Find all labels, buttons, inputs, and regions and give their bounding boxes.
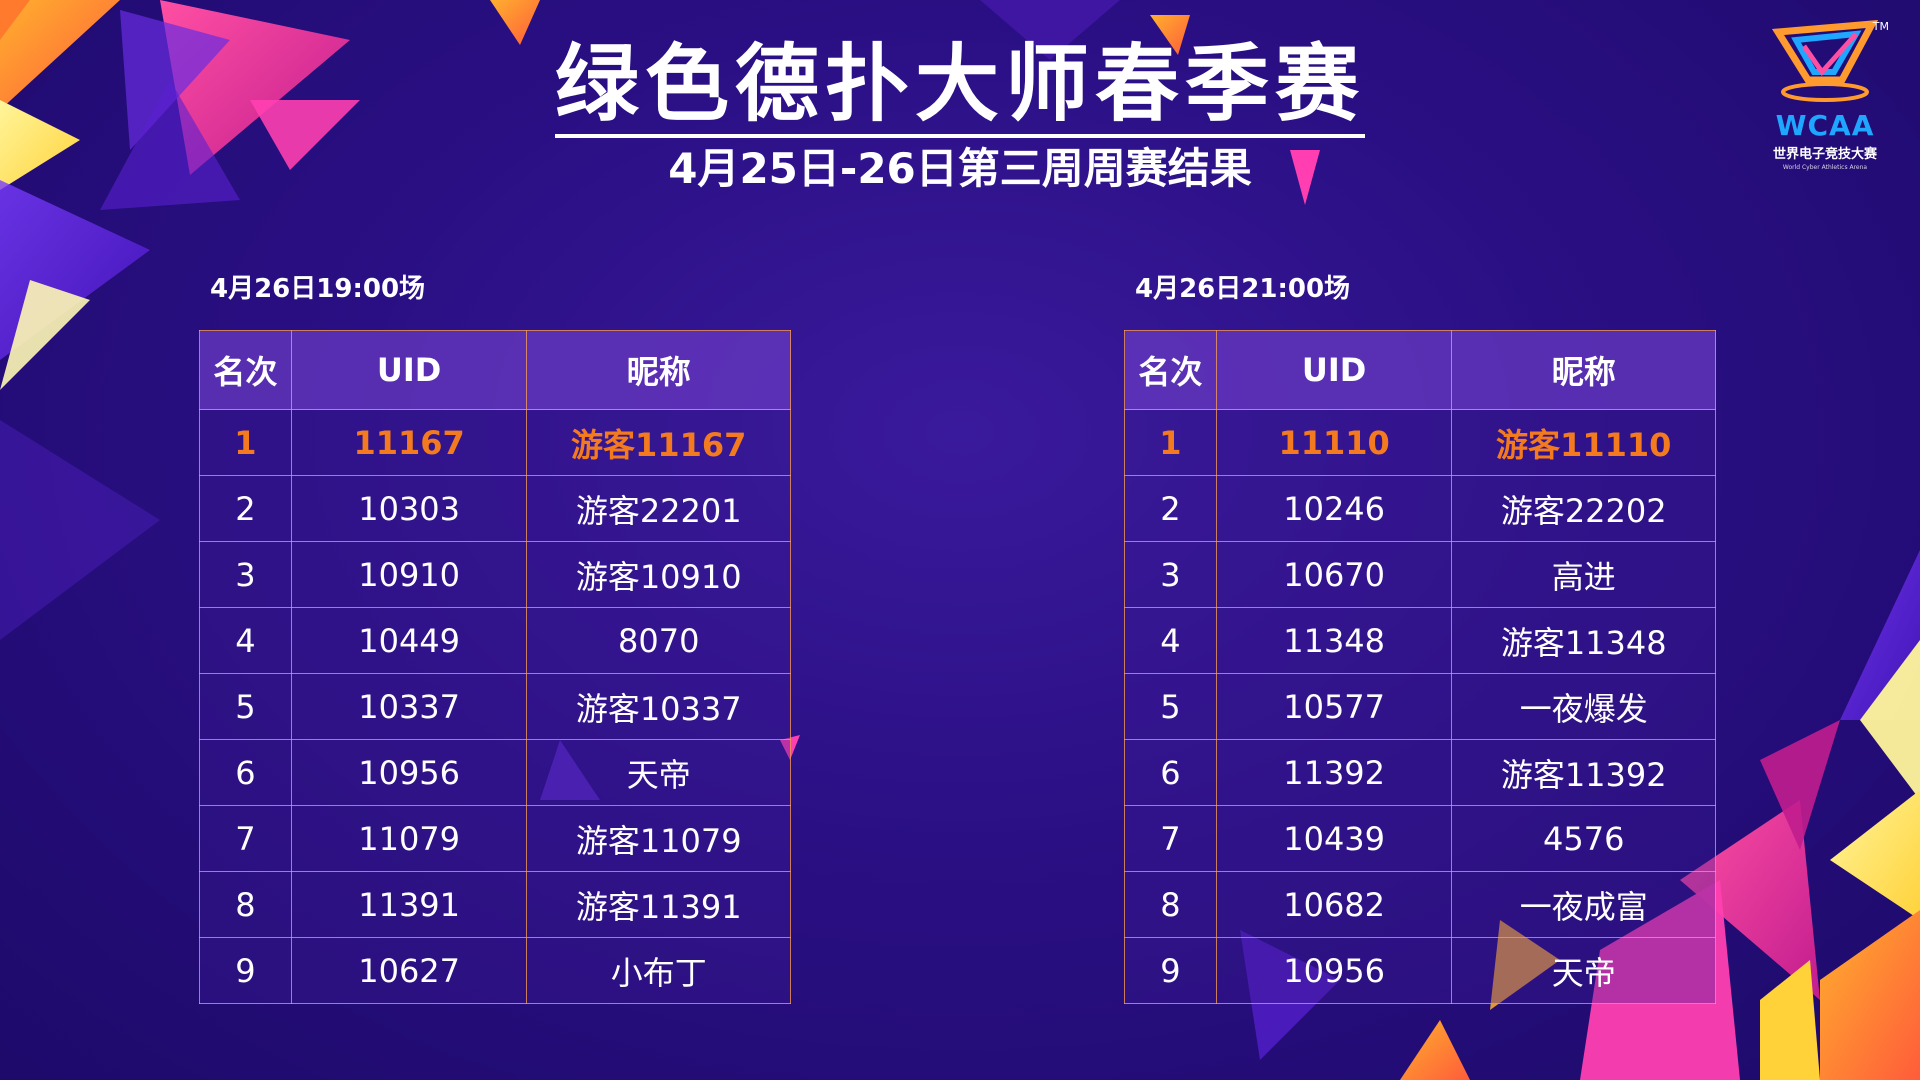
wcaa-logo-cn: 世界电子竞技大赛	[1772, 147, 1877, 162]
header-nickname: 昵称	[1451, 330, 1716, 410]
nickname-cell: 高进	[1451, 541, 1716, 608]
nickname-cell: 游客11079	[526, 805, 791, 872]
rank-cell: 4	[1124, 607, 1217, 674]
uid-cell: 11079	[290, 805, 528, 872]
table-row: 6 10956 天帝	[199, 739, 791, 806]
nickname-cell: 游客11110	[1451, 409, 1716, 476]
rank-cell: 4	[199, 607, 292, 674]
uid-cell: 10956	[290, 739, 528, 806]
rank-cell: 1	[199, 409, 292, 476]
table-row: 9 10956 天帝	[1124, 937, 1716, 1004]
nickname-cell: 一夜爆发	[1451, 673, 1716, 740]
uid-cell: 10627	[290, 937, 528, 1004]
table-row: 1 11110 游客11110	[1124, 409, 1716, 476]
nickname-cell: 游客11392	[1451, 739, 1716, 806]
uid-cell: 11348	[1215, 607, 1453, 674]
header-rank: 名次	[199, 330, 292, 410]
nickname-cell: 游客11391	[526, 871, 791, 938]
uid-cell: 10337	[290, 673, 528, 740]
nickname-cell: 游客10910	[526, 541, 791, 608]
rank-cell: 8	[1124, 871, 1217, 938]
wcaa-logo: TM WCAA 世界电子竞技大赛 World Cyber Athletics A…	[1755, 20, 1895, 190]
uid-cell: 10449	[290, 607, 528, 674]
table-row: 2 10303 游客22201	[199, 475, 791, 542]
uid-cell: 10303	[290, 475, 528, 542]
rank-cell: 2	[199, 475, 292, 542]
rank-cell: 7	[199, 805, 292, 872]
table-row: 9 10627 小布丁	[199, 937, 791, 1004]
nickname-cell: 天帝	[1451, 937, 1716, 1004]
table-row: 3 10670 高进	[1124, 541, 1716, 608]
nickname-cell: 8070	[526, 607, 791, 674]
table-row: 6 11392 游客11392	[1124, 739, 1716, 806]
rank-cell: 7	[1124, 805, 1217, 872]
uid-cell: 10577	[1215, 673, 1453, 740]
uid-cell: 10439	[1215, 805, 1453, 872]
rank-cell: 5	[1124, 673, 1217, 740]
uid-cell: 11392	[1215, 739, 1453, 806]
rank-cell: 9	[1124, 937, 1217, 1004]
page-title: 绿色德扑大师春季赛	[0, 42, 1920, 138]
uid-cell: 10670	[1215, 541, 1453, 608]
nickname-cell: 游客11167	[526, 409, 791, 476]
nickname-cell: 4576	[1451, 805, 1716, 872]
rank-cell: 2	[1124, 475, 1217, 542]
session-label-2: 4月26日21:00场	[1135, 274, 1351, 304]
session-label-1: 4月26日19:00场	[210, 274, 426, 304]
header-uid: UID	[1215, 330, 1453, 410]
table-row: 7 10439 4576	[1124, 805, 1716, 872]
rank-cell: 3	[199, 541, 292, 608]
table-row: 4 11348 游客11348	[1124, 607, 1716, 674]
nickname-cell: 游客11348	[1451, 607, 1716, 674]
uid-cell: 11110	[1215, 409, 1453, 476]
header-rank: 名次	[1124, 330, 1217, 410]
table-row: 8 10682 一夜成富	[1124, 871, 1716, 938]
rank-cell: 6	[1124, 739, 1217, 806]
rank-cell: 5	[199, 673, 292, 740]
uid-cell: 10956	[1215, 937, 1453, 1004]
uid-cell: 10910	[290, 541, 528, 608]
table-row: 4 10449 8070	[199, 607, 791, 674]
header-nickname: 昵称	[526, 330, 791, 410]
page-title-text: 绿色德扑大师春季赛	[554, 42, 1365, 138]
table-row: 8 11391 游客11391	[199, 871, 791, 938]
page-subtitle: 4月25日-26日第三周周赛结果	[668, 144, 1252, 193]
uid-cell: 10246	[1215, 475, 1453, 542]
table-header-row: 名次 UID 昵称	[199, 330, 791, 410]
wcaa-logo-text: WCAA	[1775, 109, 1875, 142]
nickname-cell: 一夜成富	[1451, 871, 1716, 938]
uid-cell: 11391	[290, 871, 528, 938]
rank-cell: 1	[1124, 409, 1217, 476]
trademark-mark: TM	[1872, 20, 1889, 33]
rank-cell: 9	[199, 937, 292, 1004]
header-uid: UID	[290, 330, 528, 410]
table-row: 5 10337 游客10337	[199, 673, 791, 740]
table-row: 3 10910 游客10910	[199, 541, 791, 608]
nickname-cell: 游客22202	[1451, 475, 1716, 542]
nickname-cell: 游客22201	[526, 475, 791, 542]
uid-cell: 11167	[290, 409, 528, 476]
table-row: 5 10577 一夜爆发	[1124, 673, 1716, 740]
table-row: 1 11167 游客11167	[199, 409, 791, 476]
uid-cell: 10682	[1215, 871, 1453, 938]
wcaa-logo-en: World Cyber Athletics Arena	[1782, 164, 1868, 171]
rank-cell: 8	[199, 871, 292, 938]
nickname-cell: 小布丁	[526, 937, 791, 1004]
wcaa-emblem-icon	[1771, 20, 1879, 102]
rank-cell: 6	[199, 739, 292, 806]
table-row: 7 11079 游客11079	[199, 805, 791, 872]
table-header-row: 名次 UID 昵称	[1124, 330, 1716, 410]
rank-cell: 3	[1124, 541, 1217, 608]
nickname-cell: 游客10337	[526, 673, 791, 740]
nickname-cell: 天帝	[526, 739, 791, 806]
table-row: 2 10246 游客22202	[1124, 475, 1716, 542]
